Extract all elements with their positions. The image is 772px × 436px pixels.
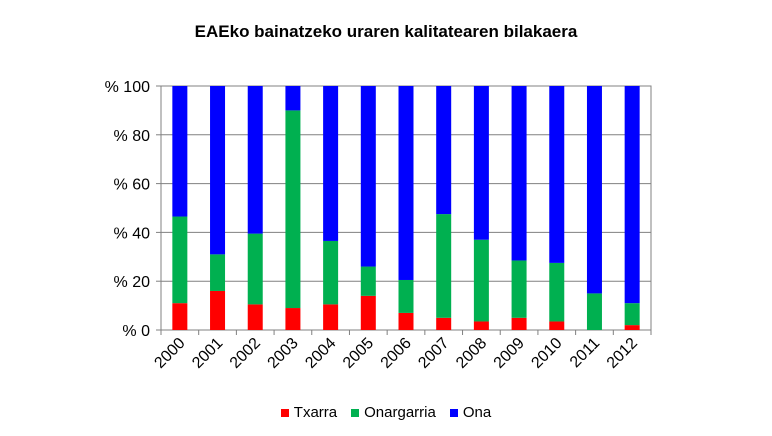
legend-item-ona: Ona (449, 404, 492, 421)
y-tick-label: % 60 (114, 177, 151, 194)
legend-swatch (351, 408, 360, 417)
y-tick-label: % 20 (114, 274, 151, 291)
bar-segment-onargarria (172, 216, 188, 304)
legend-item-txarra: Txarra (280, 404, 338, 421)
bar-segment-onargarria (436, 214, 452, 318)
bar-segment-txarra (323, 304, 339, 330)
x-tick-label: 2008 (453, 335, 490, 372)
legend-item-onargarria: Onargarria (351, 404, 436, 421)
bar-segment-ona (360, 86, 376, 267)
bar-segment-ona (624, 86, 640, 304)
legend: Txarra Onargarria Ona (0, 404, 772, 421)
bar-segment-onargarria (360, 266, 376, 296)
y-tick-label: % 80 (114, 128, 151, 145)
legend-label: Onargarria (364, 404, 436, 421)
bar-segment-onargarria (398, 279, 414, 313)
y-tick-label: % 100 (105, 79, 150, 96)
x-tick-label: 2007 (415, 335, 452, 372)
bar-segment-txarra (436, 317, 452, 330)
x-tick-label: 2003 (265, 335, 302, 372)
legend-swatch (280, 408, 289, 417)
axes (156, 85, 652, 335)
bar-segment-onargarria (624, 303, 640, 326)
bar-segment-ona (549, 86, 565, 263)
bar-segment-txarra (511, 317, 527, 330)
legend-swatch (449, 408, 458, 417)
x-tick-label: 2002 (227, 335, 264, 372)
bar-segment-ona (285, 86, 301, 111)
bar-segment-onargarria (511, 260, 527, 318)
bar-segment-txarra (172, 303, 188, 330)
x-tick-label: 2004 (302, 335, 339, 372)
bar-segment-txarra (360, 295, 376, 330)
bar-segment-onargarria (323, 240, 339, 305)
bar-segment-ona (473, 86, 489, 240)
bar-segment-ona (511, 86, 527, 261)
bar-segment-onargarria (549, 262, 565, 322)
bar-segment-txarra (473, 321, 489, 330)
bar-segment-txarra (398, 312, 414, 330)
bar-segment-ona (210, 86, 226, 255)
bar-segment-ona (436, 86, 452, 215)
bar-segment-txarra (549, 321, 565, 330)
bar-segment-txarra (247, 304, 263, 330)
bar-segment-txarra (285, 308, 301, 330)
y-tick-label: % 0 (122, 323, 150, 340)
bar-segment-ona (247, 86, 263, 234)
x-tick-label: 2001 (189, 335, 226, 372)
bar-segment-ona (323, 86, 339, 241)
bar-segment-onargarria (473, 239, 489, 322)
legend-label: Txarra (293, 404, 338, 421)
x-tick-label: 2012 (604, 335, 641, 372)
legend-label: Ona (462, 404, 492, 421)
bar-segment-onargarria (285, 110, 301, 309)
y-tick-label: % 40 (114, 225, 151, 242)
bar-segment-ona (398, 86, 414, 280)
x-tick-label: 2009 (491, 335, 528, 372)
bar-segment-onargarria (247, 233, 263, 305)
bar-segment-onargarria (210, 254, 226, 291)
bar-segment-ona (172, 86, 188, 217)
bar-segment-txarra (624, 325, 640, 330)
bar-segment-ona (586, 86, 602, 294)
x-tick-label: 2005 (340, 335, 377, 372)
x-tick-label: 2000 (151, 335, 188, 372)
x-tick-label: 2011 (567, 335, 603, 371)
x-tick-label: 2006 (378, 335, 415, 372)
bar-segment-onargarria (586, 293, 602, 330)
chart-title: EAEko bainatzeko uraren kalitatearen bil… (194, 22, 578, 41)
bars (172, 86, 640, 330)
bar-segment-txarra (210, 290, 226, 330)
x-tick-label: 2010 (528, 335, 565, 372)
